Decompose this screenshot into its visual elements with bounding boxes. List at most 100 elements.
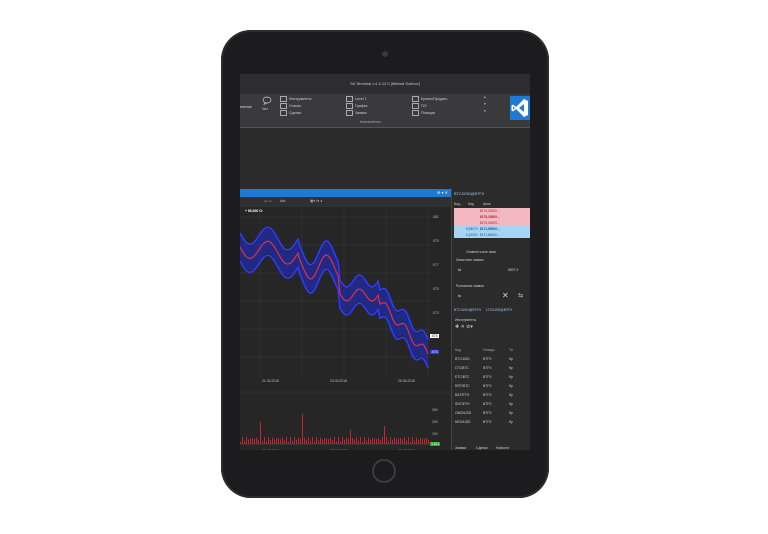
order-book-row[interactable]: $175,10000...	[454, 214, 530, 220]
volume-bar	[428, 439, 429, 444]
volume-chart[interactable]: 300 200 100 3,811 21.06.2018 23.06.2018 …	[240, 394, 451, 450]
chat-icon[interactable]	[262, 96, 272, 106]
volume-bar	[352, 437, 353, 444]
volume-bar	[354, 439, 355, 444]
instrument-row[interactable]: BTC/USD BTFX Кр	[455, 357, 513, 361]
order-book-row[interactable]: 0,10000 $171,80000...	[454, 232, 530, 238]
expand-icon[interactable]: ▾	[484, 109, 486, 113]
vol-tick: 100	[432, 432, 438, 436]
ribbon-instruments[interactable]: Инструменты	[280, 96, 311, 102]
chat-button[interactable]: Чат	[262, 107, 268, 111]
y-tick: .075	[432, 287, 439, 291]
ribbon-chart[interactable]: График	[346, 103, 367, 109]
volume-bar	[376, 439, 377, 444]
volume-bar	[292, 440, 293, 444]
panel-window-controls[interactable]: ⊕ ▾ ✕	[437, 190, 448, 195]
volume-bar	[316, 437, 317, 444]
order-book-row[interactable]: $175,00000...	[454, 220, 530, 226]
volume-bar	[306, 439, 307, 444]
scroll-down-icon[interactable]: ▾	[484, 102, 486, 106]
instrument-row[interactable]: NEO/USD BTFX Кр	[455, 420, 513, 424]
instrument-row[interactable]: SNT/ETH BTFX Кр	[455, 402, 513, 406]
volume-bar	[264, 437, 265, 444]
bottom-tab-trades[interactable]: Сделки	[476, 446, 488, 450]
instrument-row[interactable]: ETC/BTC BTFX Кр	[455, 375, 513, 379]
volume-bar	[280, 439, 281, 444]
ribbon-trades[interactable]: Сделки	[280, 110, 301, 116]
ribbon-orders[interactable]: Заявки	[346, 110, 367, 116]
price-chart-svg[interactable]	[240, 207, 451, 391]
volume-bar	[394, 437, 395, 444]
volume-bar	[246, 437, 247, 444]
volume-bar	[402, 439, 403, 444]
volume-bar	[274, 439, 275, 444]
orderbook-tab[interactable]: BTC/USD@BTFX	[454, 192, 485, 196]
x-tick: 21.06.2018	[262, 379, 279, 383]
ribbon-level1[interactable]: Level 1	[346, 96, 367, 102]
volume-bar	[360, 437, 361, 444]
limit-price-value[interactable]: 5807,9	[508, 268, 519, 272]
ribbon-positions[interactable]: Позиции	[412, 110, 435, 116]
instrument-row[interactable]: OMG/USD BTFX Кр	[455, 411, 513, 415]
ribbon-group-label: Компоненты	[360, 120, 381, 124]
cancel-all-button[interactable]: Отменить все заяв	[466, 250, 496, 254]
band-fill	[240, 229, 428, 366]
band-lower-line	[240, 254, 429, 369]
volume-bar	[366, 440, 367, 444]
ribbon-orderbook[interactable]: Стакан	[280, 103, 301, 109]
order-book-row[interactable]: 8,28070 $171,90000...	[454, 226, 530, 232]
vol-last-tag: 3,811	[430, 442, 441, 446]
close-icon[interactable]: ✕	[502, 291, 509, 300]
chart-legend: + 85,000 O:	[245, 209, 264, 213]
volume-bar	[240, 442, 241, 444]
bottom-tab-orders[interactable]: Заявки	[455, 446, 466, 450]
chart-toolbar: ▭ ▭ Авт ▣▾ ⟨▾ ◂	[240, 197, 451, 207]
volume-bar	[374, 438, 375, 444]
volume-bar	[364, 437, 365, 444]
order-book-row[interactable]: $175,20000...	[454, 208, 530, 214]
instrument-row[interactable]: BAT/ETH BTFX Кр	[455, 393, 513, 397]
price-chart[interactable]: + 85,000 O: .081 .079 .077 .075 .073 .07…	[240, 207, 451, 391]
scroll-up-icon[interactable]: ▴	[484, 95, 486, 99]
x-tick: 23.06.2018	[330, 379, 347, 383]
volume-bar	[368, 437, 369, 444]
visual-studio-icon[interactable]	[510, 96, 530, 120]
bottom-tab-news[interactable]: Новости	[496, 446, 510, 450]
col-header: Цена	[482, 202, 491, 206]
volume-bar	[336, 441, 337, 444]
volume-bar	[322, 439, 323, 444]
volume-bar	[344, 439, 345, 444]
order-book-header: Вод... Бид Цена	[454, 202, 530, 208]
home-button[interactable]	[372, 459, 396, 483]
chart-settings-icons[interactable]: ▣▾ ⟨▾ ◂	[310, 199, 322, 203]
volume-bar	[386, 437, 387, 444]
volume-chart-svg[interactable]	[240, 394, 451, 450]
volume-bar	[410, 441, 411, 444]
volume-bar	[276, 438, 277, 444]
ribbon-left-label[interactable]: вление	[240, 105, 252, 109]
ribbon-pnl[interactable]: П/У	[412, 103, 427, 109]
instrument-row[interactable]: LTC/BTC BTFX Кр	[455, 366, 513, 370]
volume-bar	[262, 441, 263, 444]
auto-scale-button[interactable]: Авт	[280, 199, 286, 203]
tab-ltc-usd[interactable]: LTC/USD@BTFX	[486, 308, 513, 312]
volume-bar	[332, 440, 333, 444]
market-order-icon[interactable]: ⇆	[458, 294, 461, 298]
chart-tool-icons[interactable]: ▭ ▭	[264, 199, 272, 203]
instrument-row[interactable]: RRT/BTC BTFX Кр	[455, 384, 513, 388]
volume-bar	[420, 437, 421, 444]
volume-bar	[340, 441, 341, 444]
tab-btc-usd[interactable]: BTC/USD@BTFX	[454, 308, 481, 312]
volume-bar	[418, 439, 419, 444]
instruments-toolbar[interactable]: ✚ ✕ ⊘▾	[455, 324, 473, 330]
chart-panel-header[interactable]: ⊕ ▾ ✕	[240, 189, 451, 197]
limit-order-icon[interactable]: ⇆	[458, 268, 461, 272]
band-upper-line	[240, 226, 429, 341]
swap-icon[interactable]: ⇆	[518, 293, 524, 299]
volume-bar	[250, 438, 251, 444]
volume-bar	[302, 414, 303, 444]
ribbon-buy-sell[interactable]: Купить/Продать	[412, 96, 447, 102]
y-tick: .073	[432, 311, 439, 315]
col-header: Бид	[468, 202, 474, 206]
window-title: S#.Terminal v.4.4.12.0 [Mikhail Sukhov]	[240, 74, 530, 94]
